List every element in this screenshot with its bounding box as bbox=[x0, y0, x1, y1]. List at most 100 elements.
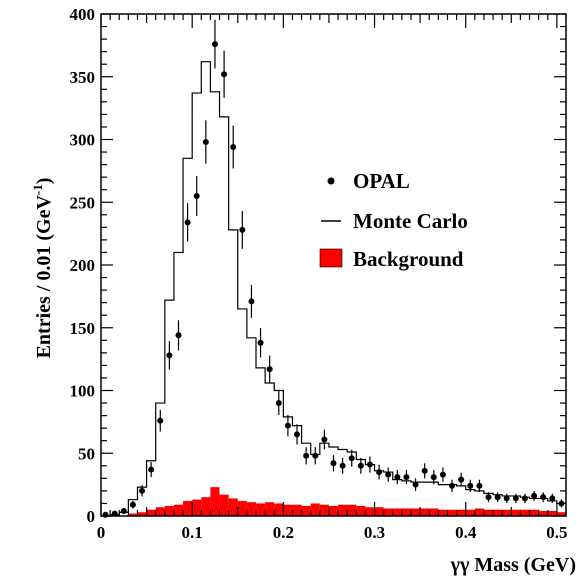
opal-point bbox=[494, 494, 501, 501]
background-bar bbox=[173, 504, 184, 516]
background-bar bbox=[219, 494, 229, 516]
opal-point bbox=[503, 495, 510, 502]
background-bar bbox=[347, 504, 357, 516]
opal-point bbox=[257, 339, 264, 346]
opal-point bbox=[248, 298, 255, 305]
x-tick-label: 0.5 bbox=[546, 523, 567, 542]
background-bar bbox=[164, 505, 174, 516]
opal-point bbox=[239, 226, 246, 233]
y-tick-label: 100 bbox=[70, 382, 96, 401]
y-tick-label: 0 bbox=[87, 507, 96, 526]
opal-point bbox=[139, 487, 146, 494]
background-bar bbox=[328, 505, 339, 516]
background-bar bbox=[283, 504, 293, 516]
background-bar bbox=[511, 509, 521, 516]
x-tick-label: 0.2 bbox=[273, 523, 294, 542]
legend-label: Monte Carlo bbox=[353, 209, 468, 233]
background-bar bbox=[420, 508, 430, 516]
opal-point bbox=[266, 366, 273, 373]
background-bar bbox=[411, 508, 421, 516]
background-bar bbox=[155, 507, 165, 516]
opal-point bbox=[230, 144, 237, 151]
x-tick-label: 0 bbox=[97, 523, 106, 542]
opal-point bbox=[193, 192, 200, 199]
background-bar bbox=[493, 509, 503, 516]
opal-point bbox=[439, 471, 446, 478]
y-tick-label: 200 bbox=[70, 256, 96, 275]
background-bar bbox=[483, 509, 494, 516]
legend-background-marker bbox=[319, 248, 343, 268]
opal-point bbox=[467, 482, 474, 489]
opal-point bbox=[385, 471, 392, 478]
opal-point bbox=[211, 41, 218, 48]
opal-point bbox=[294, 431, 301, 438]
opal-point bbox=[366, 461, 373, 468]
opal-point bbox=[357, 462, 364, 469]
opal-point bbox=[449, 482, 456, 489]
background-bar bbox=[456, 509, 466, 516]
background-bar bbox=[538, 510, 548, 516]
background-bar bbox=[520, 509, 530, 516]
opal-point bbox=[458, 476, 465, 483]
axes: 0 50 100 150 200 250 300 350 400 0 0.1 0.2 0.3 0.4 0.5 bbox=[70, 5, 568, 542]
y-tick-label: 50 bbox=[78, 444, 95, 463]
opal-point bbox=[166, 352, 173, 359]
y-axis-title: Entries / 0.01 (GeV-1) bbox=[30, 178, 55, 359]
background-bar bbox=[274, 503, 284, 516]
background-bar bbox=[137, 512, 147, 516]
background-bar bbox=[310, 503, 320, 516]
x-axis-title: γγ Mass (GeV) bbox=[450, 554, 576, 576]
background-bar bbox=[237, 500, 247, 516]
legend-label: Background bbox=[353, 247, 464, 271]
opal-point bbox=[129, 501, 136, 508]
opal-point bbox=[521, 495, 528, 502]
background-bar bbox=[447, 509, 457, 516]
opal-point bbox=[512, 495, 519, 502]
opal-point bbox=[476, 482, 483, 489]
opal-point bbox=[412, 481, 419, 488]
background-bar bbox=[338, 504, 348, 516]
background-bar bbox=[356, 505, 366, 516]
opal-point bbox=[312, 452, 319, 459]
background-bar bbox=[301, 505, 311, 516]
x-tick-label: 0.4 bbox=[455, 523, 477, 542]
background-bar bbox=[438, 509, 448, 516]
background-bar bbox=[146, 509, 156, 516]
background-bar bbox=[319, 504, 329, 516]
opal-point bbox=[175, 332, 182, 339]
opal-point bbox=[339, 462, 346, 469]
opal-point bbox=[330, 460, 337, 467]
x-tick-label: 0.3 bbox=[364, 523, 385, 542]
opal-point bbox=[120, 507, 127, 514]
opal-point bbox=[102, 511, 109, 518]
opal-point bbox=[303, 452, 310, 459]
opal-point bbox=[321, 436, 328, 443]
y-tick-label: 250 bbox=[70, 193, 96, 212]
background-bar bbox=[465, 509, 475, 516]
opal-point bbox=[540, 494, 547, 501]
background-bar bbox=[183, 500, 193, 516]
background-bar bbox=[192, 499, 202, 516]
legend: OPAL Monte Carlo Background bbox=[319, 169, 468, 271]
background-bar bbox=[246, 502, 256, 516]
background-bar bbox=[556, 512, 566, 516]
background-bar bbox=[292, 504, 302, 516]
opal-point bbox=[421, 467, 428, 474]
background-bar bbox=[392, 508, 402, 516]
opal-point bbox=[549, 495, 556, 502]
background-bar bbox=[529, 509, 539, 516]
opal-point bbox=[202, 139, 209, 146]
opal-point bbox=[184, 219, 191, 226]
background-bar bbox=[383, 508, 393, 516]
legend-label: OPAL bbox=[353, 169, 410, 193]
background-bar bbox=[429, 508, 439, 516]
opal-point bbox=[403, 474, 410, 481]
background-bar bbox=[365, 507, 375, 516]
background-bar bbox=[210, 487, 220, 516]
monte-carlo-histogram bbox=[101, 61, 566, 517]
y-tick-label: 150 bbox=[70, 319, 96, 338]
opal-point bbox=[430, 474, 437, 481]
opal-point bbox=[148, 466, 155, 473]
background-bar bbox=[474, 508, 484, 516]
